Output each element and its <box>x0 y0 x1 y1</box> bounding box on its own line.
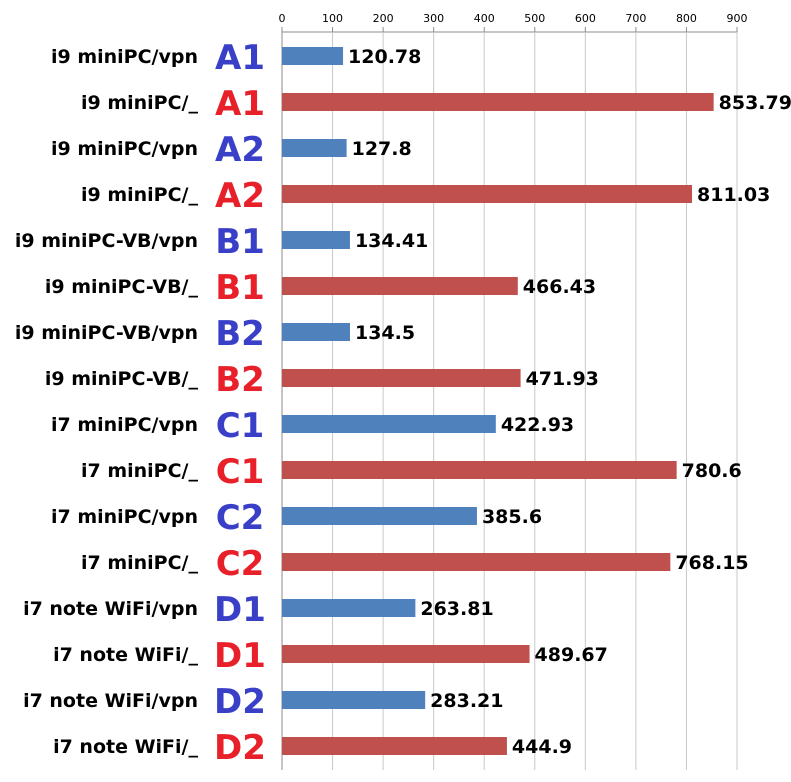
bar <box>282 47 344 65</box>
category-label: i7 note WiFi/vpn <box>23 598 198 620</box>
value-label: 471.93 <box>526 368 599 390</box>
group-tag: A2 <box>215 176 265 216</box>
x-tick-label: 200 <box>373 12 394 25</box>
bar <box>282 139 347 157</box>
x-tick-label: 600 <box>575 12 596 25</box>
x-tick-label: 500 <box>524 12 545 25</box>
value-label: 444.9 <box>512 736 572 758</box>
value-label: 134.5 <box>355 322 415 344</box>
value-label: 134.41 <box>355 230 428 252</box>
category-label: i7 note WiFi/_ <box>53 644 198 666</box>
category-label: i9 miniPC/_ <box>81 92 199 114</box>
group-tag: D1 <box>214 590 266 630</box>
bar <box>282 231 350 249</box>
bars <box>282 47 714 755</box>
group-tag: B2 <box>215 314 265 354</box>
category-label: i9 miniPC-VB/vpn <box>15 322 198 344</box>
group-tag: D2 <box>214 728 266 768</box>
category-label: i9 miniPC/_ <box>81 184 199 206</box>
x-tick-label: 0 <box>279 12 286 25</box>
bar <box>282 369 521 387</box>
bar <box>282 461 677 479</box>
group-tag: B1 <box>215 268 265 308</box>
group-tag: A1 <box>215 38 265 78</box>
value-label: 422.93 <box>501 414 574 436</box>
value-label: 780.6 <box>682 460 742 482</box>
x-axis-ticks: 0 100 200 300 400 500 600 700 800 900 <box>279 12 748 25</box>
value-label: 466.43 <box>523 276 596 298</box>
group-tag: D1 <box>214 636 266 676</box>
bar <box>282 415 496 433</box>
group-tag: A2 <box>215 130 265 170</box>
bar <box>282 553 671 571</box>
category-label: i9 miniPC-VB/_ <box>45 368 199 390</box>
group-tag: C2 <box>216 498 265 538</box>
bar <box>282 507 477 525</box>
value-label: 811.03 <box>697 184 770 206</box>
bar <box>282 737 507 755</box>
group-tag: D2 <box>214 682 266 722</box>
x-tick-label: 900 <box>727 12 748 25</box>
x-tick-label: 800 <box>676 12 697 25</box>
value-label: 489.67 <box>535 644 608 666</box>
category-label: i9 miniPC-VB/vpn <box>15 230 198 252</box>
group-tag: C1 <box>216 406 265 446</box>
value-label: 768.15 <box>675 552 748 574</box>
category-label: i7 miniPC/_ <box>81 460 199 482</box>
group-tag: A1 <box>215 84 265 124</box>
group-tags: A1 A1 A2 A2 B1 B1 B2 B2 C1 C1 C2 C2 D1 D1 D2 D2 <box>214 38 266 768</box>
bar <box>282 645 530 663</box>
bar <box>282 277 518 295</box>
x-tick-label: 400 <box>474 12 495 25</box>
x-tick-label: 300 <box>423 12 444 25</box>
category-label: i7 note WiFi/vpn <box>23 690 198 712</box>
x-tick-label: 100 <box>322 12 343 25</box>
bar <box>282 185 693 203</box>
group-tag: C2 <box>216 544 265 584</box>
group-tag: C1 <box>216 452 265 492</box>
category-label: i7 note WiFi/_ <box>53 736 198 758</box>
category-label: i9 miniPC/vpn <box>51 138 198 160</box>
value-label: 283.21 <box>430 690 503 712</box>
bar <box>282 323 350 341</box>
category-label: i9 miniPC/vpn <box>51 46 198 68</box>
value-label: 120.78 <box>348 46 421 68</box>
bar <box>282 691 426 709</box>
value-label: 385.6 <box>482 506 542 528</box>
category-label: i7 miniPC/_ <box>81 552 199 574</box>
value-label: 127.8 <box>352 138 412 160</box>
x-tick-label: 700 <box>625 12 646 25</box>
category-label: i7 miniPC/vpn <box>51 506 198 528</box>
group-tag: B1 <box>215 222 265 262</box>
category-label: i9 miniPC-VB/_ <box>45 276 199 298</box>
bar <box>282 93 714 111</box>
value-label: 853.79 <box>719 92 791 114</box>
group-tag: B2 <box>215 360 265 400</box>
category-labels: i9 miniPC/vpn i9 miniPC/_ i9 miniPC/vpn i9 … <box>15 46 199 758</box>
value-labels: 120.78 853.79 127.8 811.03 134.41 466.43 134.5… <box>348 46 791 758</box>
bar <box>282 599 416 617</box>
category-label: i7 miniPC/vpn <box>51 414 198 436</box>
value-label: 263.81 <box>420 598 493 620</box>
